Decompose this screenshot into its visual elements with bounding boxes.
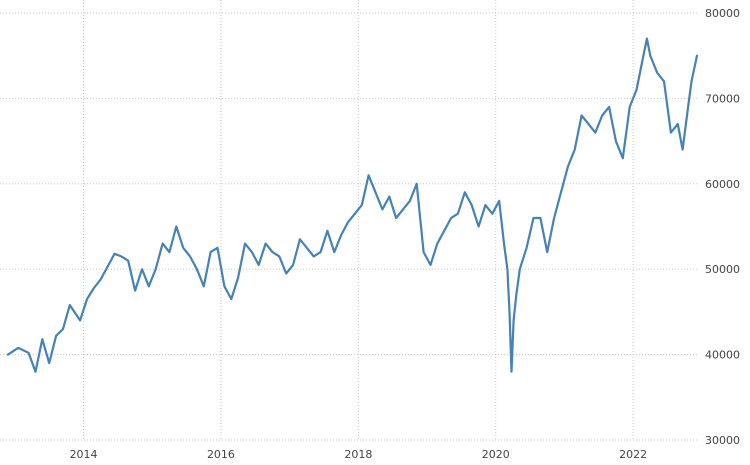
x-tick-label: 2018 [344,448,372,461]
y-axis-tick-labels: 30000 40000 50000 60000 70000 80000 [705,7,740,447]
y-tick-label: 80000 [705,7,740,20]
x-axis-tick-labels: 2014 2016 2018 2020 2022 [70,448,648,461]
y-tick-label: 40000 [705,349,740,362]
y-tick-label: 60000 [705,178,740,191]
x-tick-label: 2022 [619,448,647,461]
grid-lines [0,0,697,441]
x-tick-label: 2020 [482,448,510,461]
y-tick-label: 30000 [705,434,740,447]
x-tick-label: 2014 [70,448,98,461]
y-tick-label: 70000 [705,92,740,105]
x-tick-label: 2016 [207,448,235,461]
series-line [6,37,699,373]
series-layer [6,37,699,373]
y-tick-label: 50000 [705,263,740,276]
